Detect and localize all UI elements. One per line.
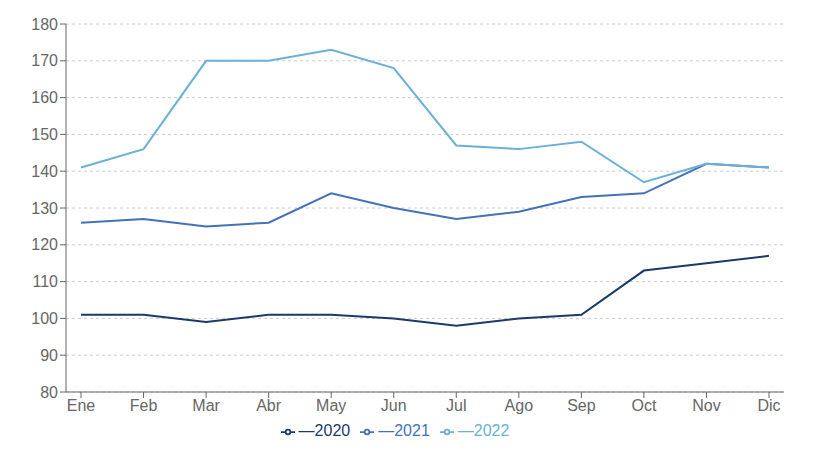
- svg-text:180: 180: [31, 16, 58, 33]
- svg-text:110: 110: [32, 273, 58, 290]
- html-text:—2020: —2020: [298, 422, 351, 439]
- svg-text:150: 150: [31, 126, 58, 143]
- svg-text:Sep: Sep: [567, 397, 596, 414]
- svg-text:160: 160: [31, 89, 58, 106]
- svg-text:Ene: Ene: [67, 397, 96, 414]
- html-text:—2022: —2022: [457, 422, 510, 439]
- svg-text:Mar: Mar: [192, 397, 220, 414]
- svg-text:Dic: Dic: [757, 397, 780, 414]
- svg-text:Ago: Ago: [505, 397, 534, 414]
- svg-text:Jun: Jun: [381, 397, 407, 414]
- svg-text:Feb: Feb: [130, 397, 158, 414]
- svg-text:Jul: Jul: [446, 397, 466, 414]
- svg-text:130: 130: [31, 200, 58, 217]
- svg-text:Nov: Nov: [692, 397, 720, 414]
- svg-text:80: 80: [40, 384, 58, 401]
- svg-text:120: 120: [31, 236, 58, 253]
- html-text:—2021: —2021: [378, 422, 430, 439]
- svg-text:140: 140: [31, 163, 58, 180]
- svg-text:170: 170: [31, 52, 58, 69]
- svg-text:90: 90: [40, 347, 58, 364]
- svg-text:Abr: Abr: [256, 397, 282, 414]
- svg-text:May: May: [316, 397, 346, 414]
- svg-text:Oct: Oct: [631, 397, 656, 414]
- svg-text:100: 100: [31, 310, 58, 327]
